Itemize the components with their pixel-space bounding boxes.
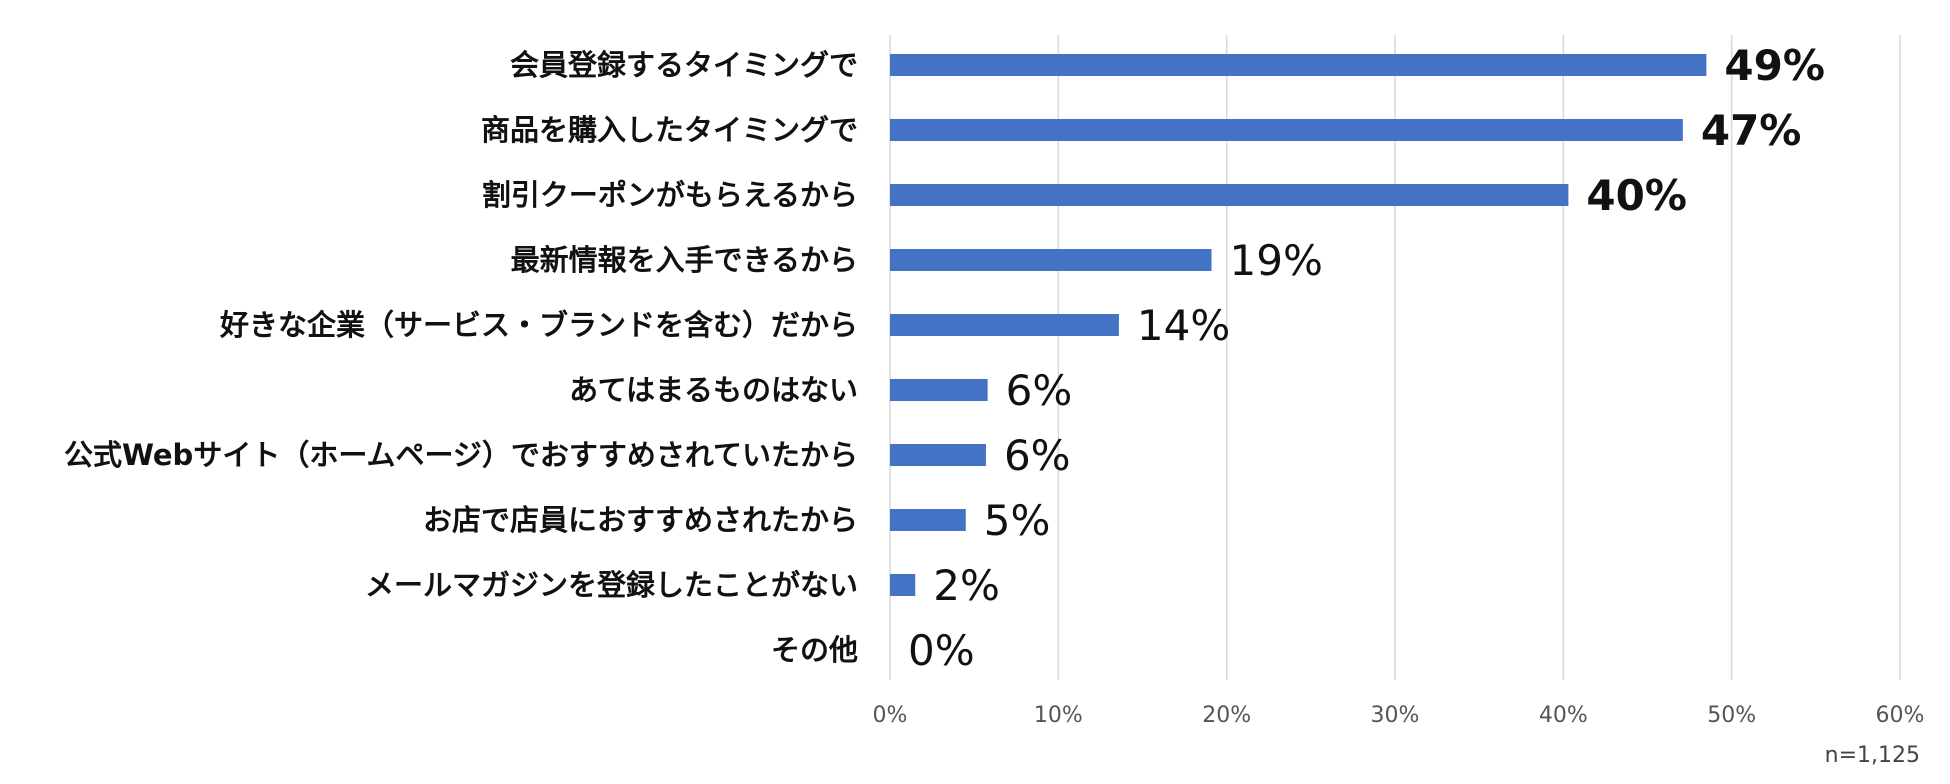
category-label: 好きな企業（サービス・ブランドを含む）だから	[219, 308, 858, 342]
category-label: その他	[771, 633, 858, 667]
value-labels: 49% 47% 40% 19%14% 6% 6% 5% 2% 0%	[908, 41, 1825, 675]
category-label: 公式Webサイト（ホームページ）でおすすめされていたから	[64, 438, 858, 472]
data-label: 6%	[1004, 431, 1071, 480]
category-label: あてはまるものはない	[569, 373, 858, 407]
data-label: 6%	[1006, 366, 1073, 415]
category-label: 商品を購入したタイミングで	[481, 113, 858, 147]
bar	[890, 249, 1212, 271]
category-label: メールマガジンを登録したことがない	[365, 568, 858, 602]
bar	[890, 574, 916, 596]
x-tick-label: 60%	[1876, 703, 1925, 728]
category-label: 割引クーポンがもらえるから	[482, 178, 858, 212]
gridlines	[889, 35, 1901, 680]
x-tick-label: 20%	[1202, 703, 1251, 728]
category-label: 最新情報を入手できるから	[511, 243, 858, 277]
sample-size-note: n=1,125	[1825, 743, 1920, 768]
bar	[890, 119, 1683, 141]
x-axis-tick-labels: 0% 10% 20% 30% 40% 50% 60%	[873, 703, 1925, 728]
data-label: 2%	[933, 561, 1000, 610]
bar	[890, 314, 1119, 336]
category-label: お店で店員におすすめされたから	[423, 503, 858, 537]
data-label: 49%	[1724, 41, 1825, 90]
category-label: 会員登録するタイミングで	[510, 48, 858, 82]
data-label: 19%	[1230, 236, 1323, 285]
bar	[890, 54, 1707, 76]
data-label: 5%	[984, 496, 1051, 545]
bar	[890, 379, 988, 401]
bar	[890, 184, 1569, 206]
data-label: 0%	[908, 626, 975, 675]
bars	[890, 54, 1707, 596]
data-label: 14%	[1137, 301, 1230, 350]
x-tick-label: 30%	[1371, 703, 1420, 728]
data-label: 40%	[1586, 171, 1687, 220]
category-labels: 会員登録するタイミングで商品を購入したタイミングで割引クーポンがもらえるから最新…	[64, 48, 858, 667]
bar	[890, 444, 986, 466]
x-tick-label: 10%	[1034, 703, 1083, 728]
data-label: 47%	[1701, 106, 1802, 155]
x-tick-label: 50%	[1707, 703, 1756, 728]
x-tick-label: 0%	[873, 703, 908, 728]
bar	[890, 509, 966, 531]
x-tick-label: 40%	[1539, 703, 1588, 728]
